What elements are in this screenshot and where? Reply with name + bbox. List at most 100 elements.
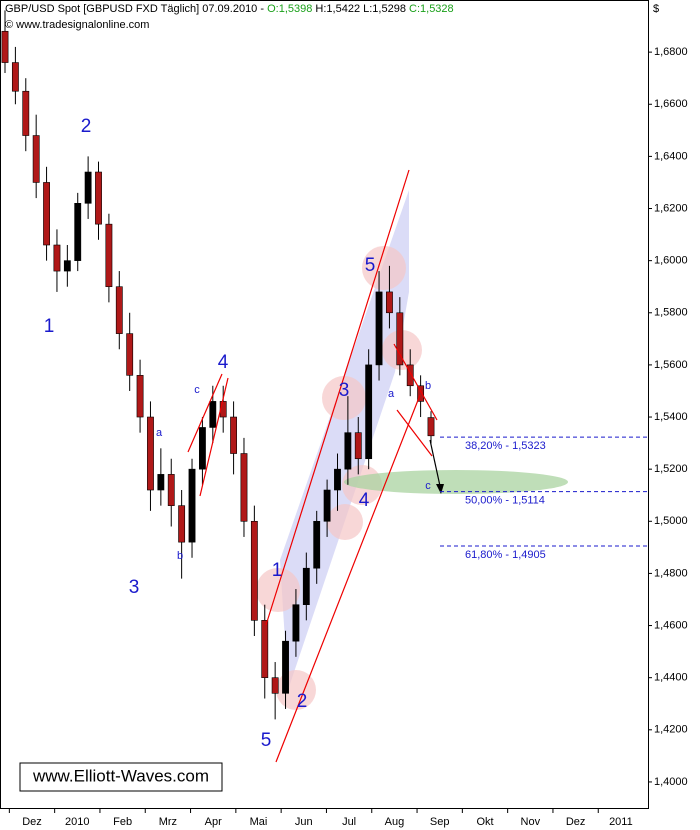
x-tick-label: Sep <box>430 816 450 828</box>
y-tick-label: 1,4400 <box>654 672 688 684</box>
y-tick-label: 1,4800 <box>654 567 688 579</box>
y-tick-label: 1,5800 <box>654 307 688 319</box>
candle-body <box>261 620 269 678</box>
target-zone <box>344 470 568 494</box>
candle-body <box>396 312 404 366</box>
candle-body <box>417 385 425 402</box>
y-tick-label: 1,5600 <box>654 359 688 371</box>
candle-body <box>188 468 196 543</box>
candle-body <box>32 135 40 183</box>
y-tick-label: 1,4200 <box>654 724 688 736</box>
candle-body <box>250 520 258 621</box>
y-tick-label: 1,5200 <box>654 463 688 475</box>
wave-label: 2 <box>81 116 92 137</box>
candle-body <box>126 333 134 376</box>
y-tick-label: 1,6400 <box>654 150 688 162</box>
candle-body <box>386 291 393 314</box>
x-tick-label: Jun <box>295 816 313 828</box>
candle-body <box>115 286 123 334</box>
candle-body <box>240 453 248 522</box>
candle-body <box>209 401 217 428</box>
candle-body <box>167 474 175 506</box>
candle-body <box>74 203 82 261</box>
subtitle: © www.tradesignalonline.com <box>5 19 149 31</box>
x-tick-label: 2011 <box>609 816 633 828</box>
candles <box>1 10 435 720</box>
x-tick-label: Dez <box>566 816 586 828</box>
y-tick-label: 1,4600 <box>654 619 688 631</box>
channel-line <box>187 373 223 453</box>
y-tick-label: 1,5400 <box>654 411 688 423</box>
watermark-box <box>19 762 223 792</box>
wave-label: 5 <box>365 255 376 276</box>
wave-label: 3 <box>129 577 140 598</box>
chart-title: GBP/USD Spot [GBPUSD FXD Täglich] 07.09.… <box>5 3 454 15</box>
candle-body <box>230 416 238 454</box>
wave-label: 4 <box>218 352 229 373</box>
x-tick-label: Aug <box>385 816 405 828</box>
candle-body <box>43 182 50 246</box>
candle-body <box>157 474 165 491</box>
x-tick-label: Nov <box>521 816 541 828</box>
x-tick-label: Dez <box>22 816 42 828</box>
wave-label: 1 <box>44 316 55 337</box>
candle-body <box>365 364 373 460</box>
highlight-circle <box>256 568 300 612</box>
x-tick-label: Mai <box>250 816 268 828</box>
y-tick-label: 1,5000 <box>654 515 688 527</box>
wave-label: 1 <box>272 560 283 581</box>
candle-body <box>1 30 9 63</box>
candle-body <box>334 468 341 491</box>
y-tick-label: 1,6000 <box>654 255 688 267</box>
candle-body <box>147 416 154 491</box>
wave-label: 5 <box>261 730 272 751</box>
candle-body <box>178 505 186 543</box>
candle-body <box>53 244 61 272</box>
title-main: GBP/USD Spot [GBPUSD FXD Täglich] 07.09.… <box>5 3 264 15</box>
subwave-label: b <box>177 550 183 562</box>
candle-body <box>84 171 92 204</box>
candle-body <box>105 223 113 288</box>
x-tick-label: 2010 <box>65 816 89 828</box>
arrow <box>429 439 441 487</box>
channel-line <box>393 343 438 421</box>
y-tick-label: 1,6600 <box>654 98 688 110</box>
title-close: C:1,5328 <box>409 3 454 15</box>
wave-label: 4 <box>359 490 370 511</box>
wave-label: 2 <box>297 691 308 712</box>
candle-body <box>292 604 300 642</box>
highlight-circle <box>362 246 406 290</box>
arrow-head <box>436 484 444 494</box>
highlight-circle <box>327 504 363 540</box>
subwave-label: a <box>156 427 163 439</box>
candle-body <box>323 489 331 522</box>
candle-body <box>344 432 352 470</box>
y-tick-label: 1,4000 <box>654 776 688 788</box>
y-tick-label: 1,6200 <box>654 202 688 214</box>
wave-label: 3 <box>339 380 350 401</box>
fib-label: 61,80% - 1,4905 <box>465 549 546 561</box>
fib-label: 38,20% - 1,5323 <box>465 440 546 452</box>
highlight-circle <box>322 376 366 420</box>
candle-body <box>354 432 362 460</box>
candle-body <box>198 427 206 470</box>
candle-body <box>313 520 321 569</box>
candle-body <box>271 677 279 694</box>
candle-body <box>375 291 383 366</box>
x-tick-label: Feb <box>113 816 132 828</box>
channel-line <box>396 409 433 457</box>
candle-body <box>302 567 310 605</box>
candle-body <box>63 260 71 272</box>
candle-body <box>11 62 19 92</box>
candle-body <box>282 640 289 694</box>
x-tick-label: Apr <box>205 816 222 828</box>
subwave-label: c <box>425 480 431 492</box>
subwave-label: c <box>194 384 200 396</box>
x-tick-label: Mrz <box>159 816 177 828</box>
channel-line <box>265 169 410 626</box>
channel-line <box>199 377 229 497</box>
fib-label: 50,00% - 1,5114 <box>465 494 545 506</box>
candle-body <box>136 375 144 418</box>
